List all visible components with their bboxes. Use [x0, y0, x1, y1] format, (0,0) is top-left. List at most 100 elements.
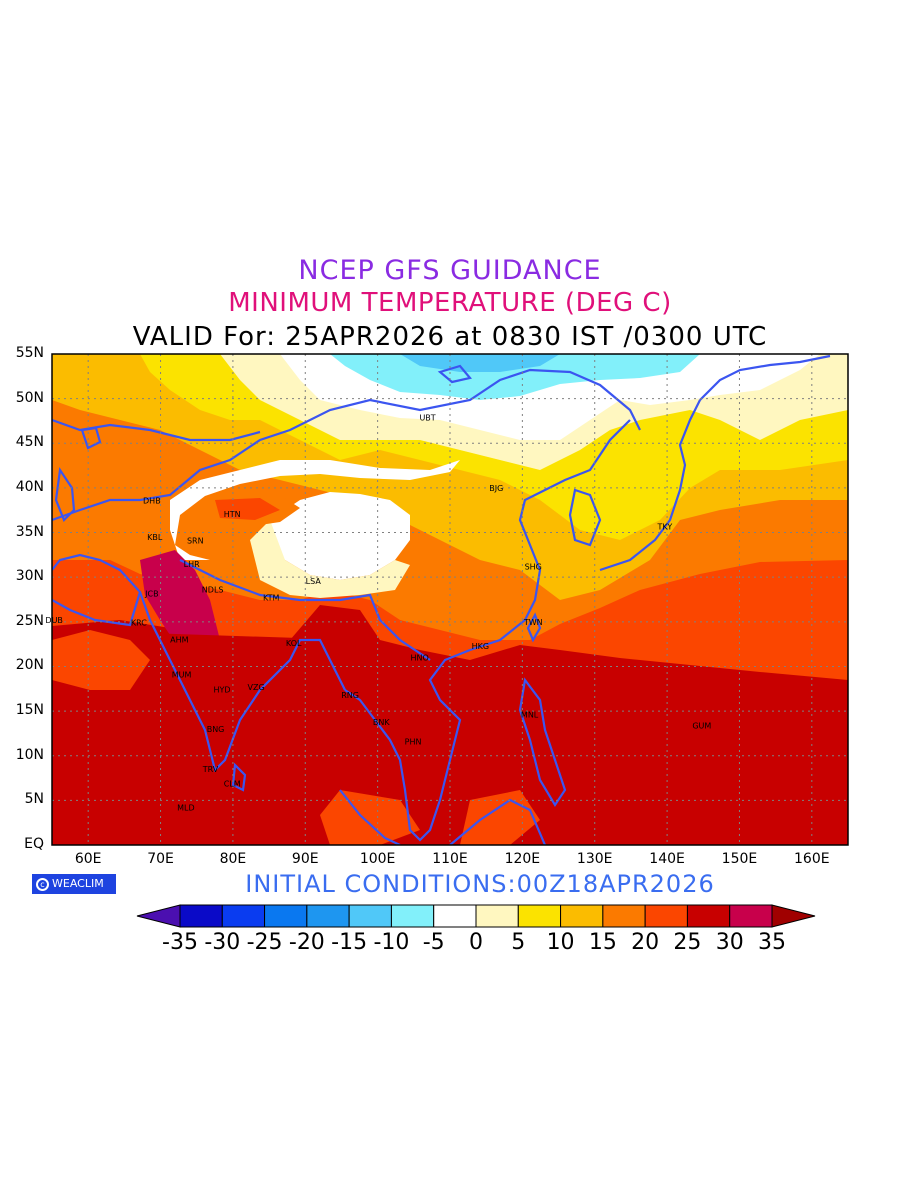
coastlines — [52, 354, 831, 845]
colorbar — [136, 904, 816, 928]
station-htn: HTN — [224, 510, 241, 519]
colorbar-high-arrow — [771, 904, 816, 928]
lon-label: 90E — [291, 851, 319, 867]
graticule — [52, 354, 848, 845]
lon-label: 80E — [219, 851, 247, 867]
lat-label: 55N — [15, 345, 44, 361]
chart-title-variable: MINIMUM TEMPERATURE (DEG C) — [228, 288, 672, 318]
station-hkg: HKG — [472, 642, 489, 651]
station-krc: KRC — [131, 619, 147, 628]
station-dhb: DHB — [143, 496, 161, 505]
colorbar-tick-label: 15 — [588, 930, 617, 955]
initial-conditions: INITIAL CONDITIONS:00Z18APR2026 — [245, 870, 715, 898]
colorbar-tick-label: 5 — [511, 930, 526, 955]
lat-label: 25N — [15, 612, 44, 629]
lat-label: 10N — [15, 746, 44, 763]
lon-label: 110E — [432, 851, 468, 867]
colorbar-swatch — [517, 904, 562, 928]
station-lsa: LSA — [306, 577, 322, 586]
colorbar-tick-label: 20 — [631, 930, 660, 955]
colorbar-tick-label: -35 — [162, 930, 198, 955]
colorbar-tick-label: -5 — [422, 930, 445, 955]
colorbar-swatch — [221, 904, 266, 928]
station-labels: UBT BJG DHB HTN KBL SRN TKY LHR SHG LSA JCB NDLS KTM… — [45, 413, 711, 812]
colorbar-swatch — [433, 904, 477, 928]
station-gum: GUM — [692, 721, 711, 730]
colorbar-tick-label: 10 — [546, 930, 575, 955]
station-bjg: BJG — [489, 484, 503, 493]
station-phn: PHN — [405, 737, 422, 746]
lon-label: 140E — [649, 851, 685, 867]
station-tky: TKY — [657, 522, 673, 531]
colorbar-swatch — [560, 904, 604, 928]
colorbar-tick-label: 0 — [469, 930, 483, 955]
colorbar-swatch — [179, 904, 223, 928]
chart-title-line1: NCEP GFS GUIDANCE — [298, 255, 602, 286]
station-ahm: AHM — [170, 636, 188, 645]
station-dub: DUB — [45, 616, 63, 625]
colorbar-swatch — [264, 904, 308, 928]
colorbar-tick-label: -15 — [331, 930, 368, 955]
colorbar-swatch — [306, 904, 350, 928]
colorbar-tick-label: -10 — [373, 930, 410, 955]
station-srn: SRN — [187, 537, 204, 546]
lon-label: 120E — [504, 851, 541, 867]
station-mnl: MNL — [521, 711, 539, 720]
lat-label: 15N — [15, 702, 44, 719]
lon-label: 60E — [74, 851, 102, 867]
temperature-field — [52, 354, 848, 845]
lon-label: 130E — [576, 851, 613, 867]
station-bnk: BNK — [373, 718, 390, 727]
colorbar-swatch — [348, 904, 392, 928]
station-rng: RNG — [341, 691, 359, 700]
map-frame — [51, 353, 849, 846]
station-lhr: LHR — [184, 560, 200, 569]
station-bng: BNG — [207, 725, 225, 734]
station-twn: TWN — [523, 618, 543, 627]
lat-label: EQ — [24, 836, 44, 852]
station-hyd: HYD — [214, 686, 231, 695]
colorbar-tick-label: -30 — [204, 930, 241, 955]
colorbar-swatch — [644, 904, 688, 928]
station-mum: MUM — [172, 670, 192, 679]
colorbar-tick-label: 35 — [758, 930, 786, 955]
lat-label: 35N — [15, 523, 44, 540]
lat-label: 40N — [15, 478, 44, 495]
chart-valid-time: VALID For: 25APR2026 at 0830 IST /0300 U… — [132, 322, 768, 352]
station-hno: HNO — [410, 654, 428, 663]
lat-label: 30N — [15, 568, 44, 585]
colorbar-tick-label: 30 — [715, 930, 744, 955]
colorbar-swatch — [686, 904, 731, 928]
station-ubt: UBT — [419, 413, 435, 422]
colorbar-swatch — [390, 904, 435, 928]
colorbar-tick-label: 25 — [673, 930, 702, 955]
colorbar-low-arrow — [136, 904, 181, 928]
lat-label: 5N — [24, 791, 44, 808]
lon-label: 100E — [359, 851, 396, 867]
station-ndls: NDLS — [202, 586, 224, 595]
colorbar-swatch — [475, 904, 519, 928]
station-ktm: KTM — [263, 594, 280, 603]
lon-label: 160E — [794, 851, 830, 867]
lon-label: 70E — [147, 851, 174, 867]
weaclim-logo-text: WEACLIM — [52, 877, 104, 890]
weaclim-logo-icon: c — [36, 878, 49, 891]
colorbar-swatch — [729, 904, 773, 928]
lon-label: 150E — [721, 851, 758, 867]
temperature-map: UBT BJG DHB HTN KBL SRN TKY LHR SHG LSA JCB NDLS KTM… — [45, 353, 849, 846]
weaclim-logo: c WEACLIM — [32, 874, 116, 894]
colorbar-tick-label: -20 — [288, 930, 325, 955]
lat-label: 20N — [15, 657, 44, 674]
station-vzg: VZG — [247, 683, 264, 692]
station-clm: CLM — [224, 779, 241, 788]
station-mld: MLD — [177, 804, 195, 813]
station-trv: TRV — [202, 765, 219, 774]
lat-label: 50N — [15, 389, 44, 406]
colorbar-tick-label: -25 — [246, 930, 283, 955]
station-kbl: KBL — [147, 533, 163, 542]
colorbar-swatch — [602, 904, 646, 928]
station-jcb: JCB — [144, 589, 158, 598]
station-shg: SHG — [525, 562, 542, 571]
station-kol: KOL — [286, 639, 302, 648]
lat-label: 45N — [15, 434, 44, 451]
